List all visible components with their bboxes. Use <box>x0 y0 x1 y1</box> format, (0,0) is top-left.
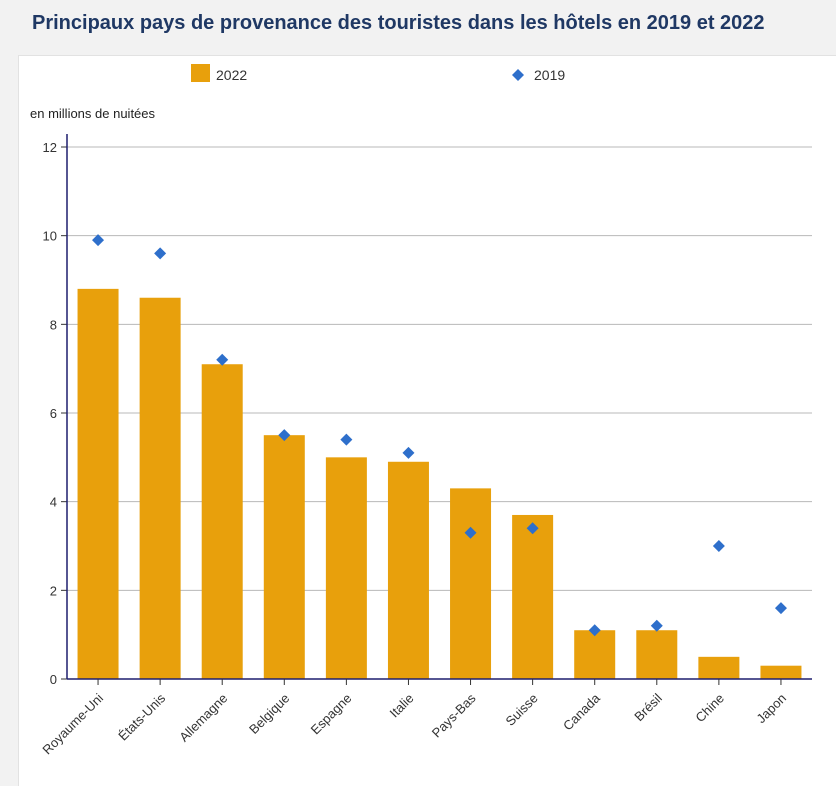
legend-label-2019: 2019 <box>534 67 565 83</box>
bar-2022 <box>636 630 678 679</box>
bar-2022 <box>574 630 616 679</box>
marker-2019 <box>402 446 415 459</box>
x-tick-label: Japon <box>753 691 789 727</box>
bar-2022 <box>387 461 429 679</box>
bar-2022 <box>450 488 492 679</box>
y-tick-label: 10 <box>43 229 57 244</box>
y-tick-label: 12 <box>43 140 57 155</box>
bar-2022 <box>512 514 554 679</box>
y-tick-label: 4 <box>50 495 57 510</box>
y-tick-label: 6 <box>50 406 57 421</box>
x-tick-label: Brésil <box>631 690 665 724</box>
y-axis-label: en millions de nuitées <box>30 106 156 121</box>
x-tick-label: Italie <box>387 691 417 721</box>
y-tick-label: 2 <box>50 583 57 598</box>
chart-title: Principaux pays de provenance des touris… <box>32 12 765 34</box>
x-tick-label: Canada <box>560 690 603 733</box>
bar-2022 <box>139 297 181 679</box>
axes <box>66 134 812 685</box>
y-tick-label: 0 <box>50 672 57 687</box>
marker-2019 <box>526 522 539 535</box>
x-tick-label: Suisse <box>503 691 541 729</box>
marker-2019 <box>650 619 663 632</box>
marker-2019 <box>464 526 477 539</box>
markers-2019 <box>92 234 787 637</box>
bars-2022 <box>77 288 802 679</box>
x-tick-label: Pays-Bas <box>429 690 479 740</box>
x-tick-labels: Royaume-Uni États-Unis Allemagne Belgique Es… <box>39 690 789 757</box>
legend-label-2022: 2022 <box>216 67 247 83</box>
marker-2019 <box>216 353 229 366</box>
marker-2019 <box>588 624 601 637</box>
x-tick-label: Espagne <box>308 691 355 738</box>
bar-2022 <box>201 364 243 679</box>
x-tick-label: Belgique <box>246 691 292 737</box>
y-tick-label: 8 <box>50 317 57 332</box>
y-tick-labels: 0 2 4 6 8 10 12 <box>43 140 57 687</box>
x-tick-label: Royaume-Uni <box>39 690 106 757</box>
x-tick-label: États-Unis <box>115 690 168 743</box>
marker-2019 <box>340 433 353 446</box>
marker-2019 <box>92 234 105 247</box>
bar-2022 <box>325 457 367 679</box>
marker-2019 <box>154 247 167 260</box>
x-tick-label: Allemagne <box>176 691 230 745</box>
marker-2019 <box>712 540 725 552</box>
marker-2019 <box>278 429 291 442</box>
legend: 2022 2019 <box>191 64 565 83</box>
marker-2019 <box>774 602 787 615</box>
gridlines <box>61 146 812 680</box>
bar-2022 <box>760 665 802 679</box>
x-tick-label: Chine <box>692 691 727 726</box>
bar-2022 <box>77 288 119 679</box>
bar-2022 <box>263 435 305 679</box>
legend-swatch-2019 <box>512 69 524 81</box>
legend-swatch-2022 <box>191 64 210 82</box>
bar-2022 <box>698 656 740 679</box>
